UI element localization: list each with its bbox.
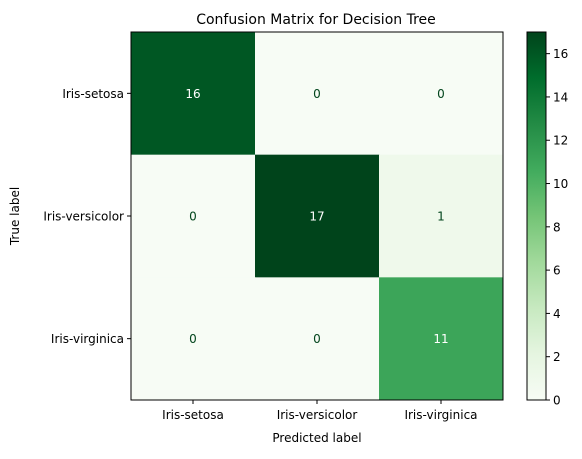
cell-value-label: 11 xyxy=(433,332,448,346)
cell-value-label: 0 xyxy=(189,210,197,224)
x-tick-label: Iris-virginica xyxy=(404,408,477,422)
heatmap-cell xyxy=(379,32,504,156)
y-axis-label: True label xyxy=(8,187,22,246)
colorbar-tick-label: 10 xyxy=(553,177,568,191)
chart-title: Confusion Matrix for Decision Tree xyxy=(196,12,436,28)
y-axis: Iris-setosa Iris-versicolor Iris-virginica xyxy=(43,87,131,346)
heatmap-cells: 16 0 0 0 17 1 0 0 11 xyxy=(131,32,504,401)
colorbar-tick-label: 2 xyxy=(553,350,561,364)
y-tick-label: Iris-setosa xyxy=(62,87,124,101)
colorbar-tick-label: 14 xyxy=(553,90,568,104)
colorbar xyxy=(526,31,547,401)
heatmap-cell xyxy=(131,154,256,278)
x-axis-label: Predicted label xyxy=(272,431,361,445)
x-tick-label: Iris-setosa xyxy=(162,408,224,422)
cell-value-label: 0 xyxy=(189,332,197,346)
heatmap-cell xyxy=(379,277,504,401)
colorbar-tick-label: 0 xyxy=(553,394,561,408)
y-tick-label: Iris-virginica xyxy=(51,332,124,346)
heatmap-cell xyxy=(131,32,256,156)
x-tick-label: Iris-versicolor xyxy=(277,408,358,422)
y-tick-label: Iris-versicolor xyxy=(43,210,124,224)
colorbar-tick-label: 8 xyxy=(553,220,561,234)
heatmap-cell xyxy=(255,32,380,156)
colorbar-ticks: 0 2 4 6 8 10 12 14 16 xyxy=(546,47,568,408)
colorbar-tick-label: 6 xyxy=(553,264,561,278)
cell-value-label: 16 xyxy=(185,87,200,101)
colorbar-tick-label: 16 xyxy=(553,47,568,61)
heatmap-cell xyxy=(255,154,380,278)
heatmap-cell xyxy=(131,277,256,401)
colorbar-tick-label: 4 xyxy=(553,307,561,321)
cell-value-label: 1 xyxy=(437,210,445,224)
colorbar-tick-label: 12 xyxy=(553,134,568,148)
heatmap-cell xyxy=(255,277,380,401)
cell-value-label: 0 xyxy=(313,87,321,101)
x-axis: Iris-setosa Iris-versicolor Iris-virginica xyxy=(162,400,478,422)
cell-value-label: 0 xyxy=(437,87,445,101)
heatmap-cell xyxy=(379,154,504,278)
cell-value-label: 17 xyxy=(309,210,324,224)
cell-value-label: 0 xyxy=(313,332,321,346)
